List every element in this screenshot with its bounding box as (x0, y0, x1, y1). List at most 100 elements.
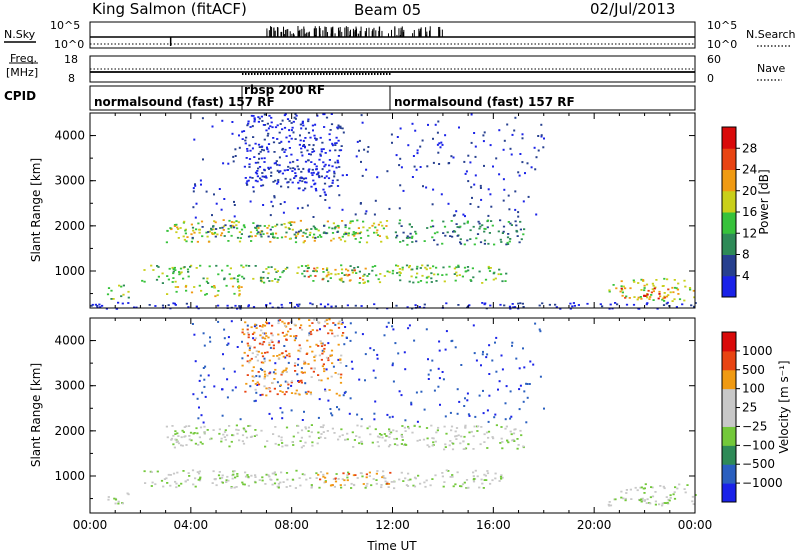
heatmap-cell (281, 442, 284, 444)
heatmap-cell (245, 264, 248, 267)
heatmap-cell (222, 225, 226, 228)
colorbar-tick-label: 24 (742, 163, 757, 177)
heatmap-cell (345, 365, 348, 367)
heatmap-cell (271, 341, 274, 343)
heatmap-cell (291, 441, 294, 443)
heatmap-cell (459, 225, 462, 228)
heatmap-cell (373, 412, 376, 415)
heatmap-cell (493, 416, 496, 419)
heatmap-cell (293, 177, 296, 179)
heatmap-cell (269, 240, 272, 243)
heatmap-cell (395, 264, 398, 267)
colorbar-swatch (722, 445, 736, 465)
heatmap-cell (225, 479, 228, 482)
heatmap-cell (640, 486, 643, 489)
heatmap-cell (341, 334, 344, 337)
heatmap-cell (533, 146, 536, 149)
heatmap-cell (263, 375, 266, 378)
colorbar-tick-label: −1000 (742, 476, 783, 490)
heatmap-cell (310, 424, 313, 426)
heatmap-cell (429, 484, 432, 487)
heatmap-cell (182, 221, 185, 224)
heatmap-cell (444, 443, 447, 446)
heatmap-cell (287, 181, 290, 183)
heatmap-cell (218, 428, 221, 431)
heatmap-cell (318, 158, 321, 161)
heatmap-cell (386, 413, 389, 416)
heatmap-cell (301, 120, 304, 123)
heatmap-cell (337, 478, 340, 480)
heatmap-cell (654, 503, 657, 506)
heatmap-cell (468, 431, 471, 434)
heatmap-cell (373, 303, 376, 306)
heatmap-cell (277, 341, 280, 344)
heatmap-cell (291, 181, 294, 184)
heatmap-cell (218, 432, 221, 435)
heatmap-cell (194, 360, 197, 363)
heatmap-cell (348, 273, 351, 276)
heatmap-cell (246, 148, 249, 150)
heatmap-cell (376, 435, 380, 438)
heatmap-cell (375, 231, 378, 234)
heatmap-cell (297, 425, 300, 427)
heatmap-cell (157, 266, 160, 268)
heatmap-cell (639, 486, 642, 489)
heatmap-cell (221, 388, 224, 391)
heatmap-cell (331, 414, 334, 417)
heatmap-cell (437, 151, 440, 154)
heatmap-cell (530, 166, 533, 169)
heatmap-cell (665, 496, 668, 498)
heatmap-cell (385, 235, 388, 238)
heatmap-cell (310, 485, 313, 488)
heatmap-cell (511, 303, 514, 305)
heatmap-cell (282, 481, 285, 483)
heatmap-cell (487, 430, 491, 433)
heatmap-cell (333, 432, 336, 434)
heatmap-cell (267, 266, 270, 269)
heatmap-cell (510, 433, 513, 436)
heatmap-cell (317, 172, 320, 175)
heatmap-cell (502, 230, 505, 233)
heatmap-cell (263, 138, 266, 141)
heatmap-cell (313, 367, 316, 370)
heatmap-cell (263, 324, 267, 327)
heatmap-cell (464, 172, 467, 175)
heatmap-cell (316, 266, 319, 269)
heatmap-cell (271, 324, 274, 327)
heatmap-cell (294, 487, 297, 489)
heatmap-cell (644, 295, 647, 297)
heatmap-cell (199, 179, 202, 182)
heatmap-cell (506, 439, 509, 442)
heatmap-cell (340, 268, 344, 271)
heatmap-cell (323, 370, 326, 373)
heatmap-cell (479, 187, 482, 189)
heatmap-cell (482, 389, 484, 392)
heatmap-cell (391, 141, 393, 144)
heatmap-cell (436, 143, 439, 146)
heatmap-cell (365, 241, 369, 244)
heatmap-cell (190, 264, 193, 267)
heatmap-cell (268, 341, 271, 344)
heatmap-cell (269, 125, 272, 128)
heatmap-cell (308, 168, 311, 171)
heatmap-cell (688, 287, 692, 289)
colorbar-swatch (722, 464, 736, 484)
heatmap-cell (329, 408, 332, 410)
heatmap-cell (294, 370, 297, 372)
heatmap-cell (334, 144, 337, 146)
heatmap-cell (400, 434, 403, 437)
heatmap-cell (430, 281, 433, 283)
heatmap-cell (325, 175, 328, 178)
heatmap-cell (451, 339, 454, 342)
heatmap-cell (479, 241, 483, 244)
heatmap-cell (362, 275, 365, 277)
heatmap-cell (503, 304, 506, 307)
heatmap-cell (469, 279, 472, 281)
heatmap-cell (171, 281, 174, 283)
heatmap-cell (247, 305, 250, 308)
heatmap-cell (259, 367, 262, 370)
heatmap-cell (426, 165, 429, 168)
heatmap-cell (196, 432, 199, 435)
heatmap-cell (230, 221, 234, 223)
heatmap-cell (245, 382, 248, 385)
